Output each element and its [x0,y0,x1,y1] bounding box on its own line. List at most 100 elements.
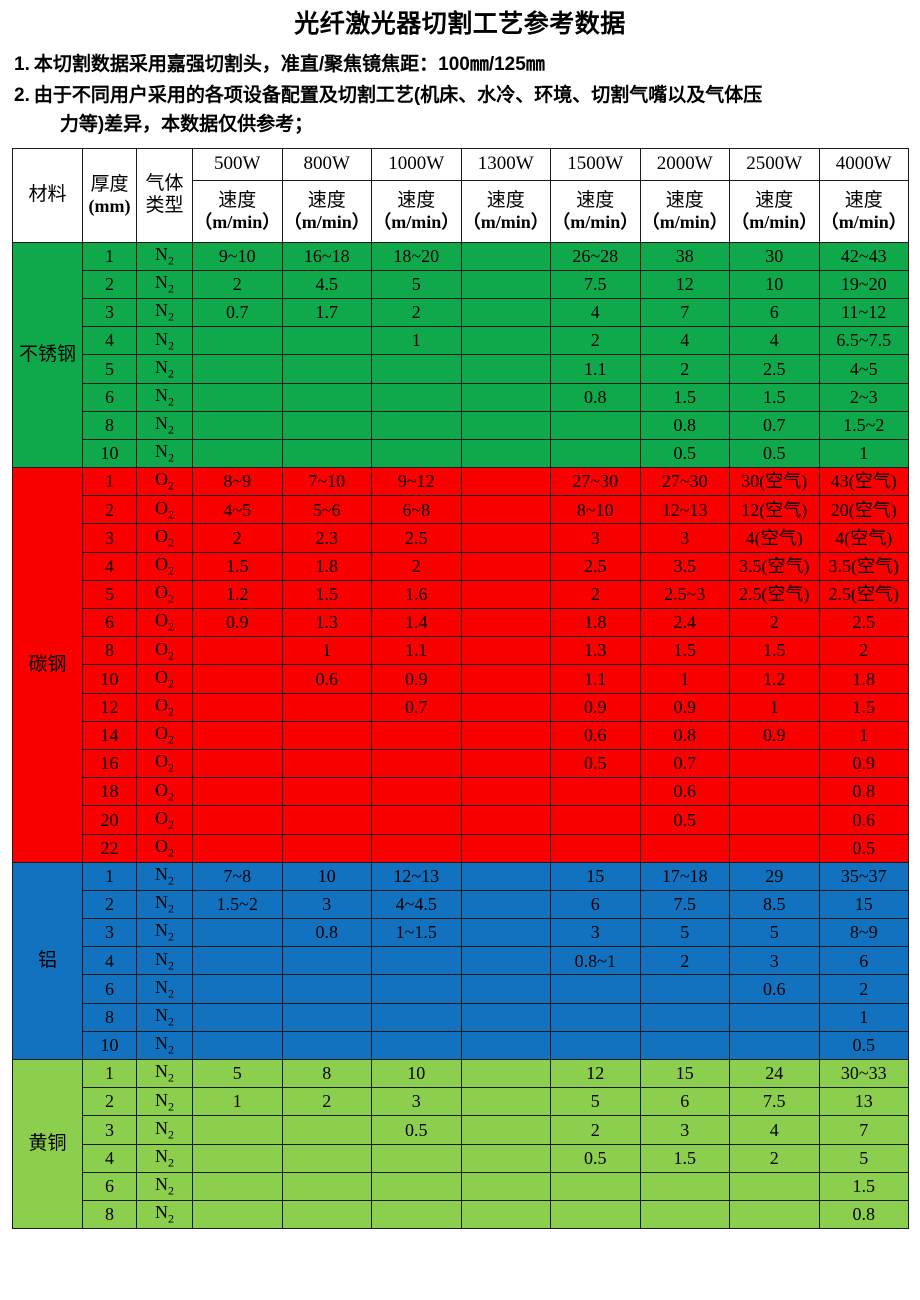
gas-type-cell: O2 [136,720,193,750]
thickness-cell: 4 [82,1143,137,1173]
speed-cell [729,1030,820,1061]
speed-cell: 3 [550,918,641,948]
speed-cell: 1.2 [729,664,820,694]
gas-type-cell: O2 [136,692,193,722]
speed-unit: （m/min） [373,211,460,232]
header-speed-1500w: 速度 （m/min） [550,179,641,243]
speed-cell: 6.5~7.5 [818,326,909,356]
gas-symbol: O [155,469,168,490]
speed-cell: 2 [639,946,730,976]
speed-unit: （m/min） [731,211,818,232]
gas-type-cell: N2 [136,297,193,328]
speed-cell [281,777,372,807]
speed-cell: 0.5 [729,438,820,469]
gas-symbol: N [155,976,168,997]
gas-symbol: O [155,723,168,744]
gas-type-cell: N2 [136,1002,193,1032]
header-speed-2500w: 速度 （m/min） [729,179,820,243]
header-power-800w: 800W [281,147,372,181]
speed-cell [639,833,730,863]
speed-cell [371,720,462,750]
header-thickness: 厚度 (mm) [82,147,137,243]
thickness-cell: 1 [82,467,137,497]
speed-cell: 1.5 [281,579,372,610]
speed-cell: 0.6 [729,974,820,1004]
gas-type-cell: O2 [136,551,193,581]
gas-type-cell: N2 [136,1058,193,1089]
speed-cell [460,495,551,525]
speed-label: 速度 [755,189,794,211]
gas-subscript: 2 [168,253,174,268]
speed-cell: 1.5 [639,382,730,412]
speed-cell: 2~3 [818,382,909,412]
speed-cell: 2 [550,1115,641,1145]
speed-cell [550,777,641,807]
speed-cell: 0.8 [639,410,730,440]
speed-cell: 2.5~3 [639,579,730,610]
speed-cell [192,410,283,440]
gas-type-cell: N2 [136,1171,193,1201]
speed-cell: 24 [729,1058,820,1089]
speed-cell: 1~1.5 [371,918,462,948]
thickness-cell: 16 [82,748,137,779]
speed-cell: 0.8 [281,918,372,948]
speed-cell [460,551,551,581]
speed-cell [371,410,462,440]
thickness-cell: 2 [82,1087,137,1117]
gas-symbol: N [155,948,168,969]
table-row: 3 N2 0.8 1~1.5 3 5 5 8~9 [13,918,909,948]
gas-symbol: O [155,835,168,856]
speed-cell: 2.5 [818,607,909,638]
gas-subscript: 2 [168,760,174,775]
gas-symbol: N [155,892,168,913]
speed-cell: 5 [729,918,820,948]
speed-cell [371,946,462,976]
speed-cell [281,805,372,835]
speed-cell: 3.5(空气) [729,551,820,581]
speed-cell: 2 [550,326,641,356]
speed-cell [192,777,283,807]
speed-cell [639,1171,730,1201]
header-speed-1300w: 速度 （m/min） [460,179,551,243]
speed-cell: 2.4 [639,607,730,638]
table-row: 10 N2 0.5 [13,1030,909,1061]
gas-type-cell: O2 [136,805,193,835]
thickness-cell: 10 [82,664,137,694]
speed-cell [371,1002,462,1032]
speed-cell: 12~13 [639,495,730,525]
speed-cell: 0.9 [729,720,820,750]
speed-cell: 0.5 [639,805,730,835]
note-text: 本切割数据采用嘉强切割头，准直/聚焦镜焦距：100㎜/125㎜ [33,54,545,76]
speed-cell [460,1030,551,1061]
gas-type-cell: O2 [136,579,193,610]
page-title: 光纤激光器切割工艺参考数据 [294,10,626,38]
speed-cell: 15 [550,861,641,891]
table-row: 铝 1 N2 7~8 10 12~13 15 17~18 29 35~37 [12,861,909,1061]
speed-cell: 16~18 [281,241,372,271]
thickness-cell: 3 [82,918,137,948]
speed-cell: 0.6 [818,805,909,835]
thickness-cell: 5 [82,579,137,610]
gas-subscript: 2 [168,1183,174,1198]
table-row: 2 N2 1.5~2 3 4~4.5 6 7.5 8.5 15 [13,889,909,920]
speed-cell: 12 [639,269,730,299]
speed-cell: 1.5 [818,692,909,722]
speed-cell [281,326,372,356]
gas-symbol: N [155,1145,168,1166]
speed-cell [281,1143,372,1173]
gas-symbol: N [155,272,168,293]
speed-cell: 2 [281,1087,372,1117]
speed-cell [460,1199,551,1230]
thickness-cell: 20 [82,805,137,835]
speed-cell [729,1002,820,1032]
speed-cell [192,354,283,384]
gas-subscript: 2 [168,873,174,888]
header-power-500w: 500W [192,147,283,181]
speed-cell: 2.5 [550,551,641,581]
speed-cell: 0.5 [818,1030,909,1061]
speed-cell: 3 [729,946,820,976]
speed-cell: 3 [639,1115,730,1145]
speed-cell: 5 [550,1087,641,1117]
speed-cell: 8~10 [550,495,641,525]
speed-cell: 1.8 [281,551,372,581]
